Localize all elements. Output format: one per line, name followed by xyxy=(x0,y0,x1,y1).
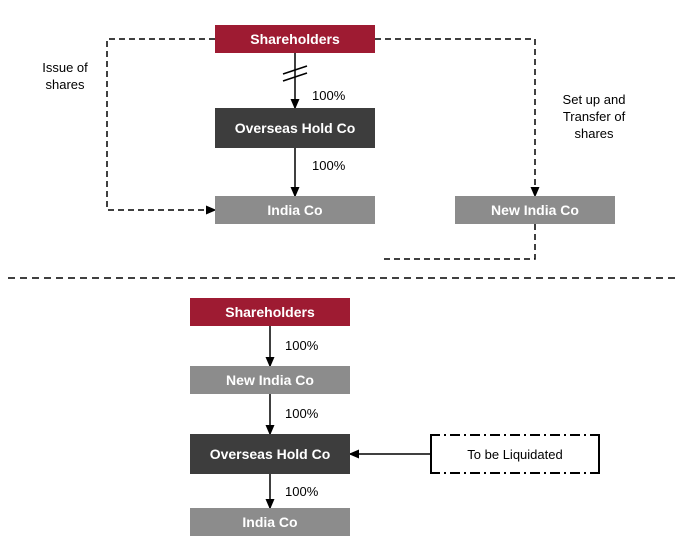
dashed-sh-to-newindia xyxy=(375,39,535,196)
node-top-overseas-hold-co: Overseas Hold Co xyxy=(215,108,375,148)
label-setup-transfer: Set up and Transfer of shares xyxy=(544,92,644,143)
node-bot-shareholders: Shareholders xyxy=(190,298,350,326)
dashed-issue-of-shares xyxy=(107,39,215,210)
label-issue-of-shares: Issue of shares xyxy=(30,60,100,94)
node-label: India Co xyxy=(267,202,322,219)
node-label: New India Co xyxy=(491,202,579,219)
pct-top-1: 100% xyxy=(312,88,345,103)
node-bot-new-india-co: New India Co xyxy=(190,366,350,394)
box-to-be-liquidated: To be Liquidated xyxy=(430,434,600,474)
pct-top-2: 100% xyxy=(312,158,345,173)
node-bot-india-co: India Co xyxy=(190,508,350,536)
node-bot-overseas-hold-co: Overseas Hold Co xyxy=(190,434,350,474)
dashed-newindia-bottom xyxy=(380,224,535,259)
node-top-shareholders: Shareholders xyxy=(215,25,375,53)
pct-bot-2: 100% xyxy=(285,406,318,421)
liquidated-label: To be Liquidated xyxy=(467,447,562,462)
node-label: New India Co xyxy=(226,372,314,389)
node-label: Shareholders xyxy=(250,31,339,48)
node-label: India Co xyxy=(242,514,297,531)
node-label: Overseas Hold Co xyxy=(210,446,331,463)
pct-bot-1: 100% xyxy=(285,338,318,353)
node-label: Shareholders xyxy=(225,304,314,321)
node-top-india-co: India Co xyxy=(215,196,375,224)
node-top-new-india-co: New India Co xyxy=(455,196,615,224)
node-label: Overseas Hold Co xyxy=(235,120,356,137)
pct-bot-3: 100% xyxy=(285,484,318,499)
diagram-canvas: Shareholders Overseas Hold Co India Co N… xyxy=(0,0,684,540)
